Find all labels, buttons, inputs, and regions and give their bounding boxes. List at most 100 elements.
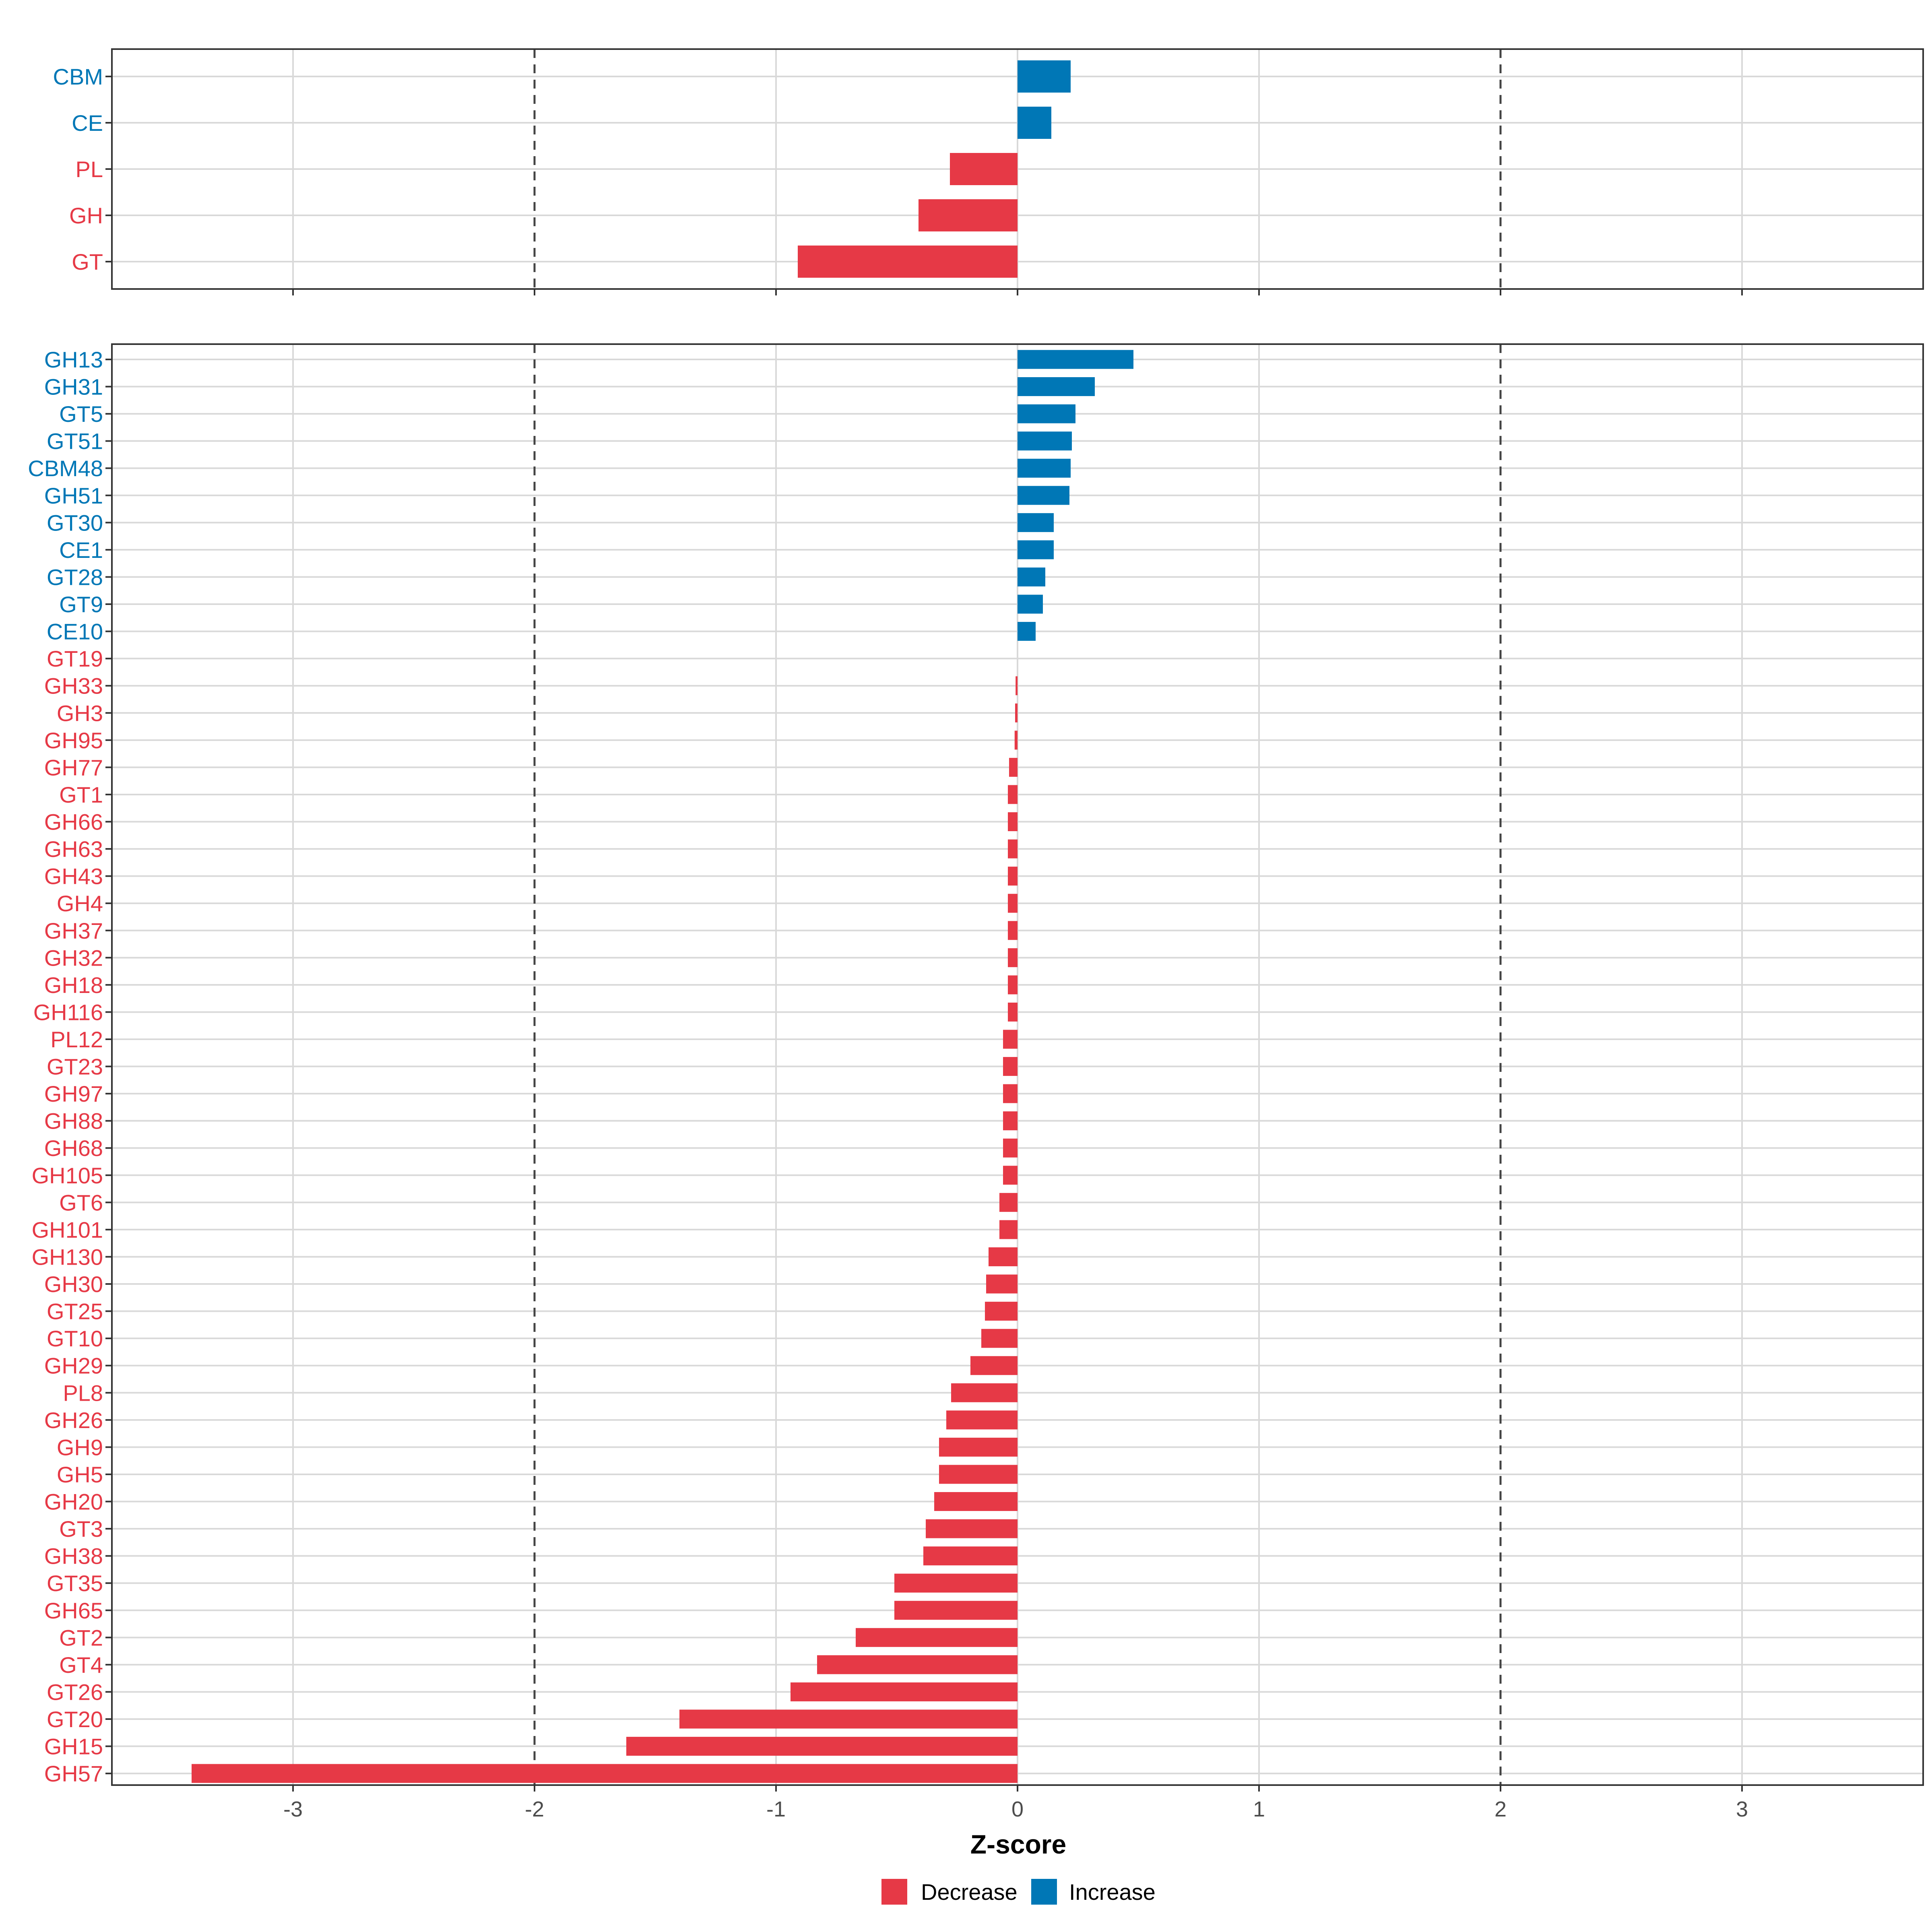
bar-GH66 [1008, 812, 1018, 832]
category-label: GT3 [59, 1516, 103, 1542]
bar-GH15 [626, 1737, 1018, 1756]
bar-GH5 [939, 1465, 1018, 1484]
bar-GT2 [856, 1628, 1018, 1647]
x-tick-label: -2 [525, 1797, 544, 1821]
category-label: GH105 [32, 1163, 103, 1188]
category-label: GH88 [44, 1108, 103, 1134]
bar-PL [950, 153, 1018, 185]
bar-GH33 [1016, 676, 1018, 696]
category-label: GH116 [33, 999, 103, 1025]
category-label: GH13 [44, 347, 103, 372]
category-label: GH66 [44, 809, 103, 835]
bar-GH13 [1018, 350, 1133, 369]
category-label: CE1 [59, 537, 103, 563]
category-label: GT2 [59, 1625, 103, 1650]
category-label: GH65 [44, 1598, 103, 1623]
legend-label-increase: Increase [1069, 1879, 1156, 1905]
x-tick-label: -1 [766, 1797, 786, 1821]
legend-swatch-increase [1031, 1879, 1057, 1905]
bar-GT30 [1018, 513, 1054, 532]
category-label: GH51 [44, 483, 103, 508]
bar-GT23 [1003, 1057, 1018, 1076]
x-axis-title: Z-score [970, 1829, 1066, 1859]
bar-GH101 [999, 1220, 1018, 1239]
category-label: CE10 [47, 619, 103, 644]
category-label: GH26 [44, 1408, 103, 1433]
legend-label-decrease: Decrease [921, 1879, 1018, 1905]
bar-GH20 [934, 1492, 1018, 1511]
category-label: GH77 [44, 755, 103, 780]
category-label: GH130 [32, 1244, 103, 1269]
category-label: GH18 [44, 972, 103, 998]
category-label: GT23 [47, 1054, 103, 1080]
bar-GH18 [1008, 975, 1018, 995]
bar-GT26 [791, 1682, 1018, 1701]
category-label: GT26 [47, 1679, 103, 1705]
category-label: GH37 [44, 918, 103, 943]
category-label: GT28 [47, 564, 103, 590]
category-label: GH33 [44, 673, 103, 699]
bar-PL12 [1003, 1030, 1018, 1049]
category-label: GH57 [44, 1761, 103, 1786]
bar-GH30 [986, 1274, 1018, 1294]
bar-CE1 [1018, 540, 1054, 559]
bar-GH77 [1009, 758, 1018, 777]
category-label: GH31 [44, 374, 103, 400]
bar-GT10 [981, 1329, 1018, 1348]
bar-GH4 [1008, 894, 1018, 913]
bar-GT28 [1018, 567, 1045, 586]
category-label: GT1 [59, 782, 103, 807]
bar-GT20 [679, 1709, 1018, 1729]
x-tick-label: 3 [1736, 1797, 1748, 1821]
bar-GH88 [1003, 1111, 1018, 1131]
bar-GH116 [1008, 1002, 1018, 1022]
category-label: GH3 [57, 700, 103, 726]
category-label: PL [76, 157, 103, 182]
category-label: CE [72, 110, 103, 136]
bar-GH130 [989, 1247, 1018, 1266]
bar-GH97 [1003, 1084, 1018, 1103]
bar-CBM [1018, 60, 1071, 93]
bar-GT6 [999, 1193, 1018, 1212]
category-label: GT25 [47, 1299, 103, 1324]
category-label: CBM48 [28, 456, 103, 481]
category-label: GT5 [59, 401, 103, 427]
category-label: GT9 [59, 592, 103, 617]
category-label: GT19 [47, 646, 103, 671]
bar-GT1 [1008, 785, 1018, 804]
legend: Decrease Increase [881, 1879, 1156, 1905]
bar-GH105 [1003, 1166, 1018, 1185]
category-label: GT35 [47, 1571, 103, 1596]
bar-GT [798, 246, 1018, 278]
category-label: GH32 [44, 945, 103, 970]
bar-GH38 [923, 1546, 1018, 1566]
bar-GH65 [894, 1601, 1018, 1620]
category-label: GH43 [44, 864, 103, 889]
panel-families: GH13GH31GT5GT51CBM48GH51GT30CE1GT28GT9CE… [28, 343, 1924, 1821]
bar-GT35 [894, 1573, 1018, 1593]
bar-GT25 [985, 1302, 1018, 1321]
category-label: GH95 [44, 728, 103, 753]
category-label: GT10 [47, 1326, 103, 1351]
category-label: GH9 [57, 1435, 103, 1460]
bar-GH29 [970, 1356, 1018, 1375]
x-tick-label: 1 [1253, 1797, 1265, 1821]
category-label: GH15 [44, 1734, 103, 1759]
bar-GT9 [1018, 594, 1043, 614]
panel-classes: CBM CE PL GH GT [53, 48, 1924, 295]
category-label: GT30 [47, 510, 103, 535]
bar-GT3 [926, 1519, 1018, 1538]
category-label: GH68 [44, 1135, 103, 1161]
bar-CBM48 [1018, 458, 1071, 478]
bar-GH [919, 199, 1018, 231]
category-label: PL12 [50, 1027, 103, 1052]
bar-CE10 [1018, 622, 1036, 641]
bar-GH43 [1008, 867, 1018, 886]
bar-GH95 [1014, 731, 1018, 750]
category-label: GH [69, 203, 103, 228]
category-label: GH4 [57, 891, 103, 916]
bar-GH3 [1015, 703, 1018, 722]
bar-GH51 [1018, 486, 1069, 505]
bar-GT4 [817, 1655, 1018, 1674]
